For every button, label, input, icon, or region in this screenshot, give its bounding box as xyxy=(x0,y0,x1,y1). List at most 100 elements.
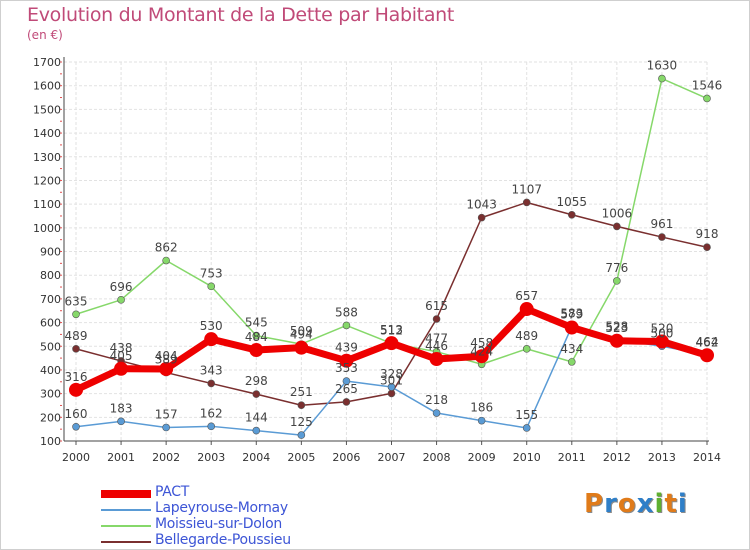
data-point-lapeyrouse-mornay xyxy=(342,377,351,385)
data-point-pact xyxy=(204,332,219,347)
data-label-moissieu-sur-dolon: 753 xyxy=(200,266,223,280)
data-point-bellegarde-poussieu xyxy=(658,233,666,241)
data-label-lapeyrouse-mornay: 155 xyxy=(515,408,538,422)
y-tick-label: 1000 xyxy=(33,222,61,235)
y-tick-label: 1400 xyxy=(33,127,61,140)
legend-label-moissieu-sur-dolon: Moissieu-sur-Dolon xyxy=(155,516,282,532)
data-label-moissieu-sur-dolon: 635 xyxy=(65,294,88,308)
x-tick-label: 2006 xyxy=(332,451,360,464)
grid xyxy=(64,61,709,442)
data-point-pact xyxy=(429,352,444,367)
data-label-pact: 439 xyxy=(335,341,358,355)
data-label-bellegarde-poussieu: 301 xyxy=(380,373,403,387)
data-point-lapeyrouse-mornay xyxy=(162,423,170,432)
x-tick-label: 2013 xyxy=(648,451,676,464)
y-tick-label: 1600 xyxy=(33,80,61,93)
data-label-moissieu-sur-dolon: 696 xyxy=(110,280,133,294)
logo-letter: r xyxy=(604,489,618,519)
chart-unit: (en €) xyxy=(27,28,63,42)
legend-label-pact: PACT xyxy=(155,484,190,500)
data-point-pact xyxy=(700,348,714,363)
x-tick-label: 2009 xyxy=(468,451,496,464)
data-label-bellegarde-poussieu: 918 xyxy=(696,227,719,241)
data-label-moissieu-sur-dolon: 477 xyxy=(425,332,448,346)
x-tick-label: 2001 xyxy=(107,451,135,464)
data-label-pact: 484 xyxy=(245,330,268,344)
y-tick-label: 1700 xyxy=(33,56,61,69)
data-label-moissieu-sur-dolon: 424 xyxy=(470,344,493,358)
data-point-pact xyxy=(609,333,624,348)
y-tick-label: 500 xyxy=(40,340,61,353)
data-point-bellegarde-poussieu xyxy=(613,222,621,231)
data-point-lapeyrouse-mornay xyxy=(72,422,80,431)
data-point-moissieu-sur-dolon xyxy=(342,321,351,330)
legend-label-bellegarde-poussieu: Bellegarde-Poussieu xyxy=(155,532,291,548)
data-point-bellegarde-poussieu xyxy=(432,315,441,323)
legend-swatch-bellegarde-poussieu xyxy=(101,541,151,543)
data-label-bellegarde-poussieu: 298 xyxy=(245,374,268,388)
data-label-lapeyrouse-mornay: 583 xyxy=(560,307,583,321)
y-tick-label: 800 xyxy=(40,269,61,282)
legend-swatch-pact xyxy=(101,490,151,498)
data-point-lapeyrouse-mornay xyxy=(522,424,531,432)
data-point-bellegarde-poussieu xyxy=(342,398,351,406)
legend-item-moissieu-sur-dolon: Moissieu-sur-Dolon xyxy=(101,516,361,533)
data-point-pact xyxy=(249,343,264,358)
data-label-bellegarde-poussieu: 1006 xyxy=(602,206,633,220)
data-label-pact: 405 xyxy=(110,349,133,363)
data-point-lapeyrouse-mornay xyxy=(117,417,125,426)
x-tick-label: 2008 xyxy=(423,451,451,464)
data-label-bellegarde-poussieu: 438 xyxy=(110,341,133,355)
data-label-lapeyrouse-mornay: 183 xyxy=(110,401,133,415)
data-point-pact xyxy=(384,336,399,351)
data-label-lapeyrouse-mornay: 157 xyxy=(155,407,178,421)
legend-label-lapeyrouse-mornay: Lapeyrouse-Mornay xyxy=(155,500,288,516)
data-label-lapeyrouse-mornay: 160 xyxy=(65,407,88,421)
data-point-moissieu-sur-dolon xyxy=(703,94,711,103)
data-label-pact: 657 xyxy=(515,289,538,303)
x-tick-label: 2014 xyxy=(693,451,721,464)
data-point-pact xyxy=(654,334,669,349)
data-label-pact: 494 xyxy=(290,328,313,342)
data-point-bellegarde-poussieu xyxy=(567,210,576,219)
data-point-pact xyxy=(294,340,309,355)
logo-letter: x xyxy=(636,489,655,519)
y-tick-label: 200 xyxy=(40,411,61,424)
data-point-moissieu-sur-dolon xyxy=(207,282,216,291)
y-tick-label: 400 xyxy=(40,364,61,377)
data-label-lapeyrouse-mornay: 464 xyxy=(696,335,719,349)
data-point-lapeyrouse-mornay xyxy=(297,431,306,439)
data-point-pact xyxy=(564,320,579,335)
x-tick-label: 2011 xyxy=(558,451,586,464)
y-tick-label: 1500 xyxy=(33,103,61,116)
data-point-moissieu-sur-dolon xyxy=(658,74,666,83)
data-label-bellegarde-poussieu: 343 xyxy=(200,363,223,377)
data-point-bellegarde-poussieu xyxy=(207,379,216,388)
data-label-moissieu-sur-dolon: 1630 xyxy=(647,59,678,73)
data-label-bellegarde-poussieu: 1055 xyxy=(557,195,588,209)
series-lines xyxy=(69,74,714,439)
data-label-pact: 520 xyxy=(650,322,673,336)
data-point-moissieu-sur-dolon xyxy=(117,296,125,304)
data-label-bellegarde-poussieu: 251 xyxy=(290,385,313,399)
data-label-lapeyrouse-mornay: 162 xyxy=(200,406,223,420)
data-label-lapeyrouse-mornay: 328 xyxy=(380,367,403,381)
data-label-bellegarde-poussieu: 961 xyxy=(650,217,673,231)
x-tick-label: 2002 xyxy=(152,451,180,464)
data-point-lapeyrouse-mornay xyxy=(207,422,216,431)
data-label-moissieu-sur-dolon: 434 xyxy=(560,342,583,356)
data-label-pact: 462 xyxy=(696,335,719,349)
data-label-pact: 316 xyxy=(65,370,88,384)
data-label-pact: 458 xyxy=(470,336,493,350)
logo-letter: i xyxy=(654,489,665,519)
y-tick-label: 300 xyxy=(40,388,61,401)
data-point-pact xyxy=(474,349,489,364)
legend-item-lapeyrouse-mornay: Lapeyrouse-Mornay xyxy=(101,500,361,517)
data-point-lapeyrouse-mornay xyxy=(252,426,261,435)
data-point-moissieu-sur-dolon xyxy=(72,310,80,319)
y-tick-label: 600 xyxy=(40,317,61,330)
data-label-pact: 446 xyxy=(425,339,448,353)
data-label-bellegarde-poussieu: 1043 xyxy=(466,198,497,212)
data-point-bellegarde-poussieu xyxy=(387,389,396,398)
